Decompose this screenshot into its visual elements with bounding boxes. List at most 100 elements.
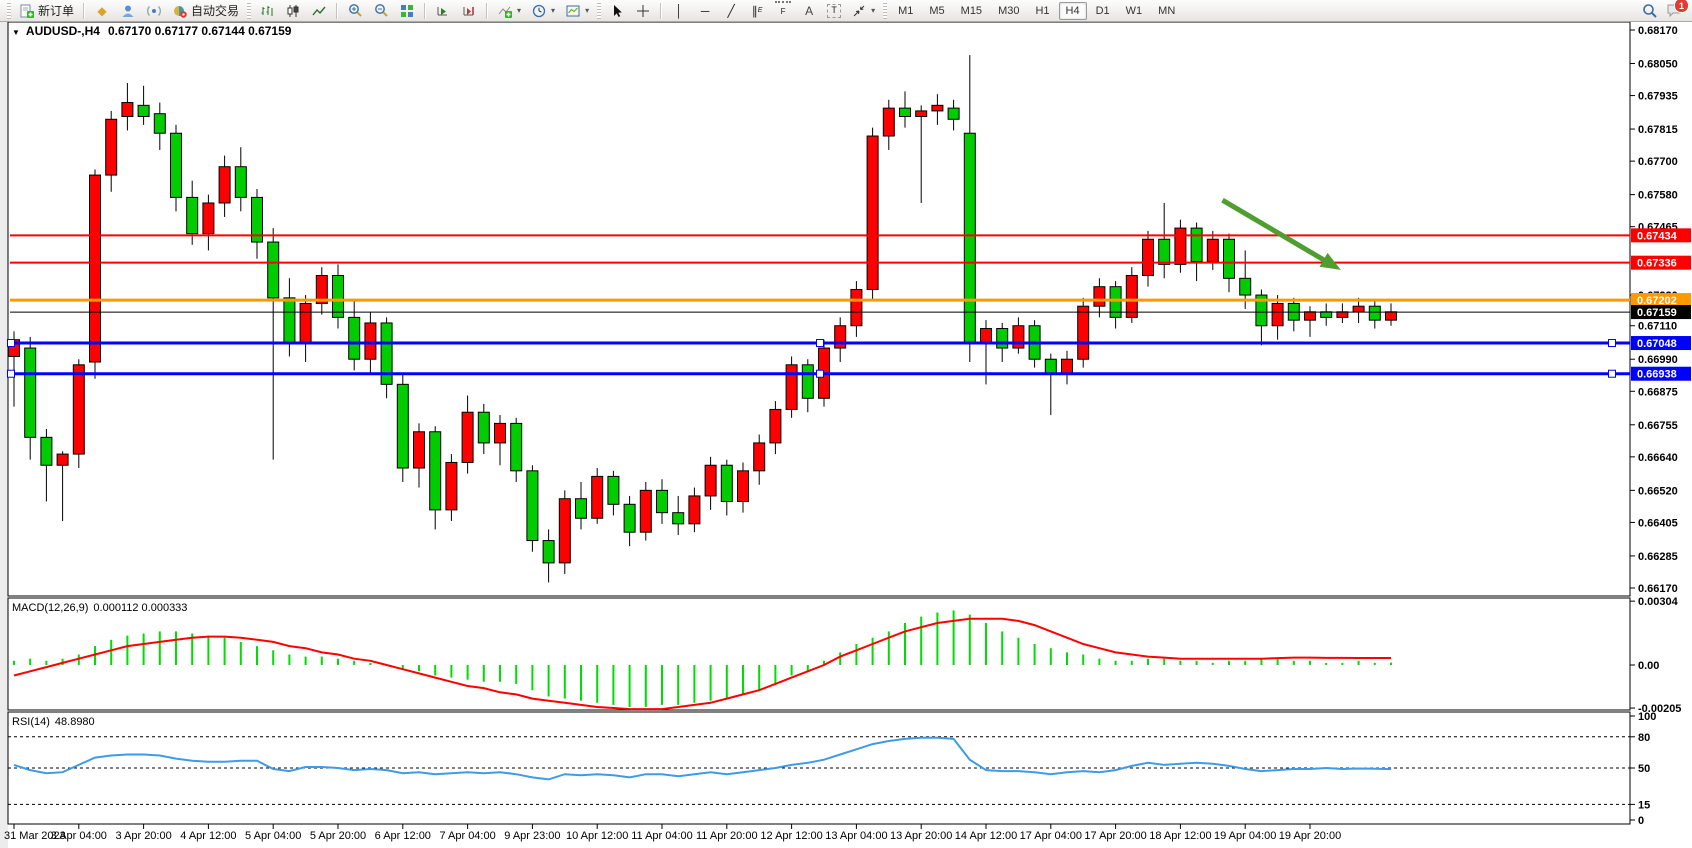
rsi-tick-label: 50: [1638, 763, 1650, 775]
candle-body: [121, 102, 134, 117]
toolbar-separator: [336, 2, 339, 19]
candle-body: [656, 489, 668, 514]
candle-body: [332, 275, 344, 318]
chart-title: ▼ AUDUSD-,H4 0.67170 0.67177 0.67144 0.671…: [12, 24, 292, 38]
signal-button[interactable]: [141, 1, 167, 21]
dropdown-arrow-icon: ▾: [517, 6, 522, 15]
auto-scroll-button[interactable]: [430, 1, 456, 21]
price-tick-label: 0.67700: [1638, 156, 1678, 168]
candle-body: [1061, 358, 1073, 374]
hline-handle[interactable]: [7, 339, 15, 348]
timeframe-button-h4[interactable]: H4: [1058, 1, 1087, 20]
toolbar-separator: [660, 2, 663, 19]
horizontal-line-objects[interactable]: [7, 234, 1631, 378]
line-chart-icon: [311, 3, 327, 19]
time-tick-label: 6 Apr 12:00: [375, 830, 431, 842]
horizontal-line-icon: ─: [700, 3, 710, 18]
time-tick-label: 17 Apr 20:00: [1084, 830, 1146, 842]
candle-body: [575, 498, 587, 519]
time-tick-label: 31 Mar 2023: [4, 830, 66, 842]
timeframe-button-m1[interactable]: M1: [898, 4, 914, 17]
price-axis[interactable]: 0.68170 0.68050 0.67935 0.67815 0.67700 0.675…: [1630, 25, 1681, 827]
cursor-button[interactable]: [604, 1, 630, 21]
hline-handle[interactable]: [1608, 369, 1616, 378]
arrow-shaft[interactable]: [1221, 198, 1334, 268]
toolbar-grip: [597, 2, 602, 19]
horizontal-line-tool[interactable]: ─: [692, 1, 718, 21]
rsi-value: 48.8980: [55, 716, 95, 728]
tile-windows-button[interactable]: [394, 1, 420, 21]
candle-body: [558, 498, 571, 564]
new-order-icon: [19, 3, 35, 19]
search-icon[interactable]: [1642, 3, 1658, 19]
toolbar-group-scroll: [420, 0, 482, 22]
profile-button[interactable]: [115, 1, 141, 21]
hline-handle[interactable]: [1608, 339, 1616, 348]
price-badge: [1631, 293, 1691, 308]
candle-body: [607, 475, 620, 505]
market-watch-button[interactable]: ◆: [89, 1, 115, 21]
text-label-tool[interactable]: T: [822, 2, 846, 20]
macd-tick-label: 0.00: [1638, 660, 1659, 672]
line-chart-button[interactable]: [306, 1, 332, 21]
candle-body: [1352, 305, 1365, 313]
candle-body: [137, 104, 150, 117]
price-badge: [1631, 336, 1691, 351]
zoom-out-button[interactable]: [368, 1, 394, 21]
fibonacci-icon: F: [775, 1, 792, 20]
candle-body: [866, 135, 879, 290]
crosshair-button[interactable]: [630, 1, 656, 21]
timeframe-button-m15[interactable]: M15: [960, 4, 983, 17]
text-tool[interactable]: A: [796, 1, 822, 21]
indicators-icon: [497, 3, 513, 19]
auto-trading-icon: [172, 3, 188, 19]
rsi-tick-label: 0: [1638, 815, 1644, 827]
templates-button[interactable]: ▾: [560, 1, 594, 21]
symbol-collapse-icon[interactable]: ▼: [12, 28, 20, 37]
timeframe-button-mn[interactable]: MN: [1158, 4, 1176, 17]
candle-body: [899, 107, 911, 117]
periods-button[interactable]: ▾: [526, 1, 560, 21]
price-tick-label: 0.67110: [1638, 321, 1677, 333]
price-tick-label: 0.66170: [1638, 583, 1678, 595]
toolbar-grip: [247, 2, 252, 19]
auto-trading-label: 自动交易: [191, 4, 240, 18]
new-order-button[interactable]: 新订单: [14, 0, 79, 21]
candle-body: [1174, 227, 1187, 265]
chart-ohlc-values: 0.67170 0.67177 0.67144 0.67159: [108, 24, 292, 38]
auto-trading-button[interactable]: 自动交易: [167, 0, 244, 21]
candlestick-icon: [285, 3, 301, 19]
candle-body: [526, 470, 539, 542]
macd-panel[interactable]: [7, 597, 1631, 711]
timeframe-button-h1[interactable]: H1: [1035, 4, 1050, 17]
trend-arrow-annotation[interactable]: [1221, 198, 1341, 270]
candle-body: [251, 196, 263, 243]
hline-handle[interactable]: [7, 369, 15, 378]
chart-shift-button[interactable]: [456, 1, 482, 21]
indicators-button[interactable]: ▾: [492, 1, 526, 21]
hline-handle[interactable]: [816, 339, 824, 348]
templates-icon: [565, 3, 581, 19]
rsi-label: RSI(14) 48.8980: [12, 716, 95, 728]
candlestick-button[interactable]: [280, 1, 306, 21]
timeframe-button-w1[interactable]: W1: [1125, 4, 1143, 17]
channel-tool[interactable]: ∥ E: [744, 1, 770, 21]
vertical-line-tool[interactable]: │: [666, 1, 692, 21]
candle-body: [720, 464, 733, 503]
toolbar-group-order: 新订单: [4, 0, 79, 22]
time-tick-label: 9 Apr 23:00: [504, 830, 560, 842]
trendline-tool[interactable]: ╱: [718, 1, 744, 21]
timeframe-button-m5[interactable]: M5: [929, 4, 945, 17]
price-tick-label: 0.66520: [1638, 485, 1678, 497]
zoom-in-button[interactable]: [342, 1, 368, 21]
main-chart-panel[interactable]: [7, 21, 1631, 597]
timeframe-button-m30[interactable]: M30: [998, 4, 1020, 17]
hline-handle[interactable]: [816, 369, 824, 378]
arrows-tool[interactable]: ▾: [846, 1, 880, 21]
fibonacci-tool[interactable]: F: [770, 0, 796, 22]
notifications-button[interactable]: 1: [1666, 0, 1689, 18]
timeframe-button-d1[interactable]: D1: [1095, 4, 1110, 17]
candle-body: [234, 166, 247, 198]
bar-chart-button[interactable]: [254, 1, 280, 21]
